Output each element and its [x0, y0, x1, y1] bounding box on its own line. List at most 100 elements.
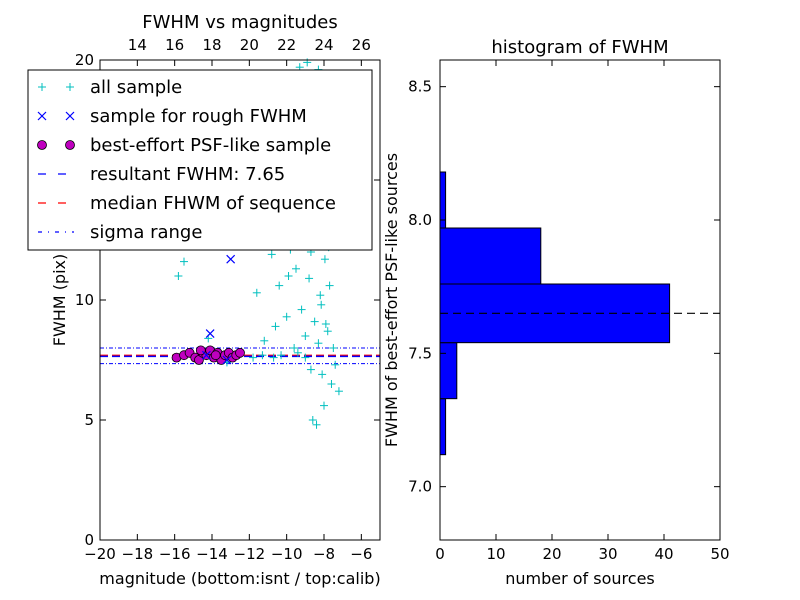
all-sample-point [321, 320, 330, 328]
scatter-y-label: FWHM (pix) [50, 254, 69, 347]
all-sample-point [249, 353, 258, 362]
legend-label: best-effort PSF-like sample [90, 135, 331, 156]
rough-sample-point [201, 350, 211, 360]
histogram-x-tick-label: 30 [598, 545, 617, 563]
scatter-top-tick-label: 14 [128, 36, 147, 54]
scatter-x-tick-label: −12 [234, 545, 266, 563]
histogram-y-tick-label: 8.5 [408, 78, 432, 96]
scatter-top-ticks: 14 16 18 20 22 24 26 [128, 36, 371, 66]
histogram-x-label: number of sources [505, 569, 655, 588]
all-sample-point [180, 257, 188, 266]
histogram-bar [439, 342, 458, 400]
histogram-x-tick-label: 10 [486, 545, 505, 563]
histogram-title: histogram of FWHM [491, 37, 668, 58]
legend-label: resultant FWHM: 7.65 [90, 164, 285, 185]
scatter-x-tick-label: −20 [84, 545, 116, 563]
legend-label: all sample [90, 77, 182, 98]
psf-sample-point [65, 140, 75, 150]
all-sample-point [301, 332, 310, 340]
rough-sample-point [65, 111, 75, 121]
all-sample-point [308, 416, 317, 424]
scatter-top-tick-label: 16 [165, 36, 184, 54]
legend-entry: sample for rough FWHM [37, 106, 307, 127]
histogram-plot-frame [439, 59, 721, 541]
scatter-x-tick-label: −6 [350, 545, 372, 563]
all-sample-point [306, 365, 315, 374]
all-sample-point [316, 291, 325, 300]
all-sample-point [310, 317, 319, 326]
scatter-panel: −20−18−16−14−12−10−8−6 05101520 14161820… [27, 12, 381, 588]
rough-sample-point [205, 329, 215, 339]
all-sample-point [317, 300, 326, 309]
scatter-x-tick-label: −8 [313, 545, 335, 563]
histogram-x-tick-label: 40 [654, 545, 673, 563]
all-sample-point [318, 370, 327, 379]
histogram-bar [439, 283, 671, 344]
scatter-top-tick-label: 22 [277, 36, 296, 54]
all-sample-point [334, 387, 343, 396]
histogram-y-tick-label: 8.0 [408, 211, 432, 229]
scatter-top-tick-label: 18 [202, 36, 221, 54]
histogram-x-tick-label: 0 [435, 545, 445, 563]
all-sample-point [329, 344, 338, 352]
scatter-x-tick-label: −10 [271, 545, 303, 563]
all-sample-point [260, 336, 269, 345]
all-sample-point [301, 353, 310, 362]
all-sample-point [320, 401, 328, 410]
scatter-x-label: magnitude (bottom:isnt / top:calib) [99, 569, 380, 588]
all-sample-point [327, 380, 336, 388]
all-sample-point [320, 255, 329, 264]
all-sample-point [323, 327, 332, 336]
all-sample-point [284, 272, 293, 280]
scatter-y-tick-label: 0 [84, 531, 94, 549]
scatter-y-tick-label: 20 [75, 51, 94, 69]
histogram-x-tick-label: 20 [542, 545, 561, 563]
legend-entry: median FHWM of sequence [38, 193, 336, 214]
histogram-x-ticks: 0 10 20 30 40 50 [435, 60, 730, 563]
all-sample-point [297, 305, 306, 314]
scatter-y-tick-label: 5 [84, 411, 94, 429]
all-sample-point [38, 83, 46, 91]
rough-sample-point [222, 355, 232, 365]
all-sample-point [312, 420, 321, 429]
all-sample-point [331, 360, 340, 369]
histogram-y-ticks: 7.0 7.5 8.0 8.5 [408, 78, 720, 496]
all-sample-point [290, 344, 299, 352]
scatter-x-tick-label: −18 [122, 545, 154, 563]
scatter-x-tick-label: −14 [196, 545, 228, 563]
histogram-bar [439, 398, 447, 456]
scatter-x-tick-label: −16 [159, 545, 191, 563]
legend-entry: best-effort PSF-like sample [37, 135, 331, 156]
histogram-panel: 0 10 20 30 40 50 7.0 7.5 8.0 8.5 histogram of FW… [382, 37, 730, 588]
scatter-title: FWHM vs magnitudes [142, 12, 337, 33]
legend-entry: sigma range [38, 222, 202, 243]
all-sample-point [277, 351, 286, 360]
all-sample-point [174, 272, 183, 280]
scatter-top-tick-label: 20 [240, 36, 259, 54]
histogram-bar [439, 227, 542, 285]
all-sample-point [271, 322, 280, 331]
all-sample-point [258, 351, 267, 360]
histogram-y-label: FWHM of best-effort PSF-like sources [382, 153, 401, 447]
legend-label: median FHWM of sequence [90, 193, 336, 214]
all-sample-point [314, 339, 323, 348]
psf-sample-point [210, 350, 221, 361]
all-sample-point [267, 250, 276, 259]
all-sample-point [325, 281, 334, 290]
scatter-top-tick-label: 26 [352, 36, 371, 54]
all-sample-point [305, 274, 314, 283]
histogram-y-tick-label: 7.0 [408, 478, 432, 496]
scatter-legend: all sample sample for rough FWHM best-effo… [27, 69, 373, 251]
legend-label: sample for rough FWHM [90, 106, 307, 127]
legend-label: sigma range [90, 222, 202, 243]
all-sample-point [275, 281, 284, 290]
legend-entry: all sample [38, 77, 182, 98]
psf-sample-point [37, 140, 47, 150]
all-sample-point [293, 348, 302, 357]
rough-sample-point [226, 254, 236, 264]
legend-box [27, 69, 373, 251]
scatter-top-tick-label: 24 [314, 36, 333, 54]
all-sample-point [252, 288, 261, 297]
all-sample-point [269, 353, 278, 362]
